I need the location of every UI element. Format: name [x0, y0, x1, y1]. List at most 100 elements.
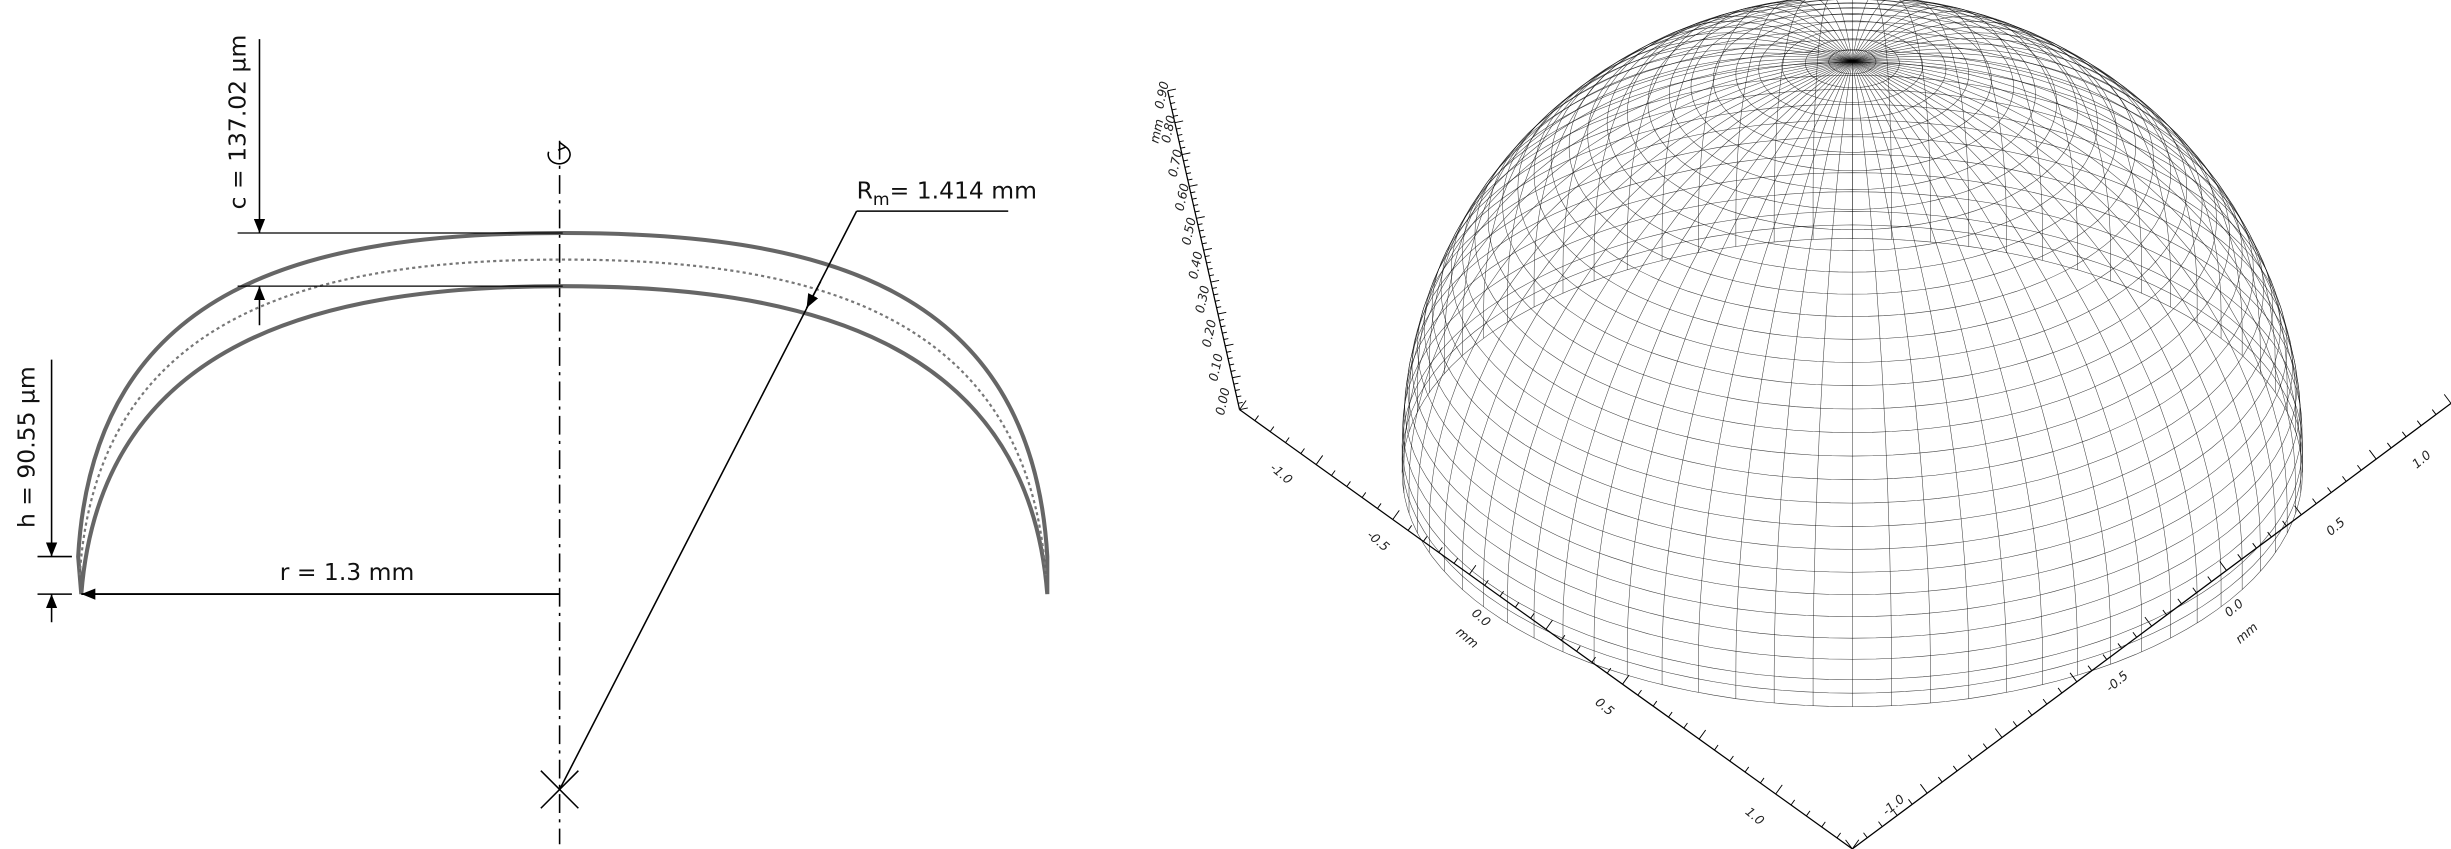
- meridian: [1429, 61, 1852, 552]
- axis-tick: [1202, 243, 1207, 244]
- z-tick-label: 0.30: [1192, 284, 1212, 314]
- axis-tick: [1623, 675, 1630, 684]
- axis-tick: [1232, 376, 1240, 378]
- x-axis-unit: mm: [1453, 624, 1481, 651]
- axis-tick: [1995, 729, 2002, 738]
- page: c = 137.02 µm h = 90.55 µm r = 1.3 mm Rm…: [0, 0, 2451, 849]
- axis-tick: [1217, 307, 1222, 308]
- axis-tick: [1183, 160, 1188, 161]
- axis-tick: [2070, 673, 2077, 682]
- meridian: [1852, 61, 2260, 571]
- axis-tick: [1577, 646, 1581, 651]
- meridian: [1444, 61, 1852, 571]
- axis-tick: [1211, 280, 1219, 282]
- axis-tick: [1791, 800, 1795, 805]
- axis-tick: [1301, 449, 1305, 454]
- axis-tick: [1231, 370, 1236, 371]
- axis-tick: [1192, 198, 1197, 199]
- meridian: [1736, 61, 1852, 699]
- y-tick-label: 0.0: [2221, 596, 2246, 620]
- z-tick-label: 0.10: [1205, 352, 1225, 382]
- axis-tick: [1454, 558, 1458, 563]
- axis-tick: [1195, 211, 1200, 212]
- axis-tick: [1214, 294, 1219, 295]
- meridian: [1852, 61, 2170, 638]
- z-tick-label: 0.20: [1199, 318, 1219, 348]
- axis-tick: [1920, 784, 1927, 793]
- meridian: [1852, 61, 2295, 513]
- axis-tick: [1169, 96, 1174, 97]
- rm-value: = 1.414 mm: [890, 177, 1037, 205]
- axis-tick: [1638, 690, 1642, 695]
- axis-tick: [1286, 438, 1290, 443]
- meridian: [1484, 38, 1853, 338]
- axis-tick: [1699, 730, 1706, 739]
- axis-tick: [1531, 613, 1535, 618]
- meridian: [1852, 61, 2077, 675]
- y-tick-label: -0.5: [2103, 668, 2131, 695]
- x-tick-label: -1.0: [1267, 460, 1295, 487]
- axis-tick: [2342, 476, 2346, 481]
- axis-tick: [1423, 536, 1427, 541]
- axis-tick: [2432, 410, 2436, 415]
- axis-tick: [1235, 390, 1240, 391]
- axis-tick: [2387, 443, 2391, 448]
- meridian: [1852, 56, 2287, 412]
- axis-tick: [1500, 591, 1504, 596]
- meridian: [1852, 38, 2221, 338]
- c-label: c = 137.02 µm: [223, 35, 251, 210]
- z-tick-label: 0.60: [1172, 182, 1192, 212]
- axis-tick: [1198, 224, 1203, 225]
- h-label: h = 90.55 µm: [12, 366, 40, 528]
- y-tick-label: 0.5: [2323, 514, 2348, 538]
- axis-tick: [1938, 777, 1942, 782]
- meridian: [1409, 61, 1852, 513]
- axis-tick: [1362, 492, 1366, 497]
- axis-tick: [1592, 657, 1596, 662]
- x-tick-label: 0.0: [1469, 605, 1494, 629]
- axis-tick: [1215, 300, 1220, 301]
- axis-tick: [1179, 141, 1184, 142]
- meridian: [1852, 61, 2242, 589]
- y-axis-unit: mm: [2232, 619, 2260, 646]
- axis-tick: [1393, 510, 1400, 519]
- y-tick-label: 1.0: [2409, 447, 2434, 471]
- r-label: r = 1.3 mm: [280, 558, 415, 586]
- meridian: [1852, 61, 2221, 607]
- meridian: [1462, 61, 1852, 589]
- axis-tick: [1218, 312, 1226, 314]
- meridian: [1852, 61, 1968, 699]
- axis-tick: [1199, 230, 1204, 231]
- axis-tick: [1730, 756, 1734, 761]
- axis-tick: [1181, 147, 1186, 148]
- meridian: [1813, 61, 1852, 706]
- axis-tick: [2103, 655, 2107, 660]
- axis-tick: [1205, 256, 1210, 257]
- axis-tick: [2193, 588, 2197, 593]
- meridian: [1852, 7, 2042, 261]
- meridian: [1852, 61, 2197, 623]
- axis-tick: [1515, 602, 1519, 607]
- axis-tick: [2145, 617, 2152, 626]
- axis-tick: [2369, 450, 2376, 459]
- axis-tick: [1224, 339, 1229, 340]
- axis-tick: [1684, 723, 1688, 728]
- z-tick-label: 0.50: [1178, 216, 1198, 246]
- axis-tick: [2417, 421, 2421, 426]
- axis-tick: [1316, 455, 1323, 464]
- axis-tick: [2402, 432, 2406, 437]
- axis-tick: [1221, 326, 1226, 327]
- meridian: [1852, 61, 2287, 533]
- axis-tick: [1171, 103, 1176, 104]
- axis-tick: [1439, 547, 1443, 552]
- axis-tick: [1188, 179, 1193, 180]
- rm-symbol: R: [857, 177, 873, 205]
- axis-tick: [1879, 822, 1883, 827]
- axis-tick: [1234, 383, 1239, 384]
- axis-tick: [1983, 744, 1987, 749]
- axis-tick: [1178, 134, 1183, 135]
- axis-tick: [2328, 487, 2332, 492]
- axis-tick: [1238, 402, 1243, 403]
- axis-tick: [2268, 532, 2272, 537]
- shell: [78, 233, 1047, 594]
